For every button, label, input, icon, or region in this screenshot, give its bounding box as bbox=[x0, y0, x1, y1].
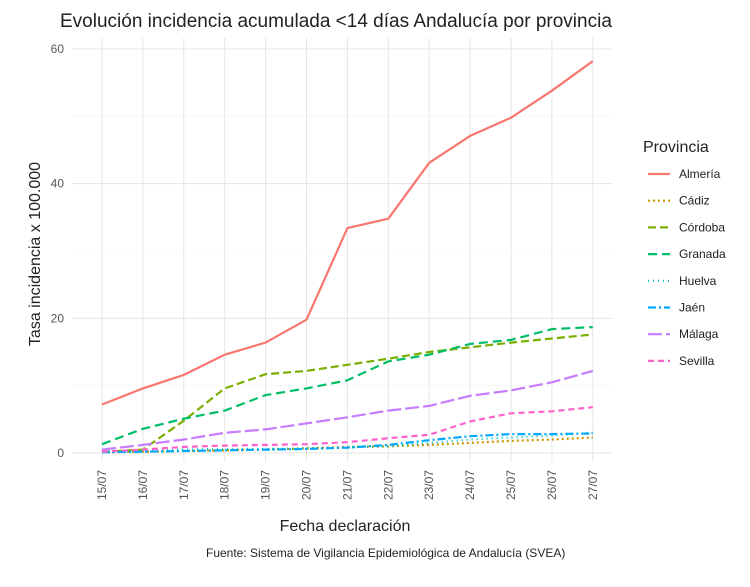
x-tick-label: 17/07 bbox=[177, 470, 191, 500]
x-tick-label: 15/07 bbox=[95, 470, 109, 500]
y-axis-title: Tasa incidencia x 100.000 bbox=[27, 162, 44, 346]
x-axis-title: Fecha declaración bbox=[280, 518, 411, 535]
x-tick-label: 26/07 bbox=[545, 470, 559, 500]
legend-label: Jaén bbox=[679, 301, 705, 315]
legend-label: Granada bbox=[679, 247, 726, 261]
legend-label: Sevilla bbox=[679, 354, 715, 368]
legend-label: Cádiz bbox=[679, 194, 710, 208]
series-lines bbox=[101, 60, 594, 454]
series-line-jaen bbox=[101, 432, 593, 454]
series-line-sevilla bbox=[101, 406, 593, 453]
x-tick-label: 25/07 bbox=[504, 470, 518, 500]
x-tick-label: 18/07 bbox=[218, 470, 232, 500]
series-line-almeria bbox=[101, 60, 594, 406]
x-tick-label: 19/07 bbox=[259, 470, 273, 500]
legend-title: Provincia bbox=[643, 139, 709, 156]
series-line-malaga bbox=[101, 369, 594, 451]
y-axis-ticks: 0 20 40 60 bbox=[51, 42, 65, 460]
legend-label: Huelva bbox=[679, 274, 717, 288]
series-line-granada bbox=[101, 326, 593, 446]
plot-grid bbox=[72, 38, 612, 462]
y-tick-label: 40 bbox=[51, 177, 65, 191]
y-tick-label: 20 bbox=[51, 311, 65, 325]
legend: Almería Cádiz Córdoba Granada Huelva Jaén Mála… bbox=[648, 167, 726, 368]
chart-caption: Fuente: Sistema de Vigilancia Epidemioló… bbox=[206, 546, 565, 560]
y-tick-label: 60 bbox=[51, 42, 65, 56]
series-line-cordoba bbox=[101, 333, 593, 453]
x-tick-label: 20/07 bbox=[300, 470, 314, 500]
x-tick-label: 27/07 bbox=[586, 470, 600, 500]
y-tick-label: 0 bbox=[57, 446, 64, 460]
x-axis-ticks: 15/07 16/07 17/07 18/07 19/07 20/07 21/07 22/07… bbox=[95, 470, 600, 500]
x-tick-label: 23/07 bbox=[422, 470, 436, 500]
legend-label: Córdoba bbox=[679, 220, 725, 234]
chart-title: Evolución incidencia acumulada <14 días … bbox=[60, 11, 612, 32]
x-tick-label: 21/07 bbox=[340, 470, 354, 500]
x-tick-label: 16/07 bbox=[136, 470, 150, 500]
legend-label: Almería bbox=[679, 167, 721, 181]
legend-label: Málaga bbox=[679, 327, 719, 341]
x-tick-label: 24/07 bbox=[463, 470, 477, 500]
x-tick-label: 22/07 bbox=[381, 470, 395, 500]
